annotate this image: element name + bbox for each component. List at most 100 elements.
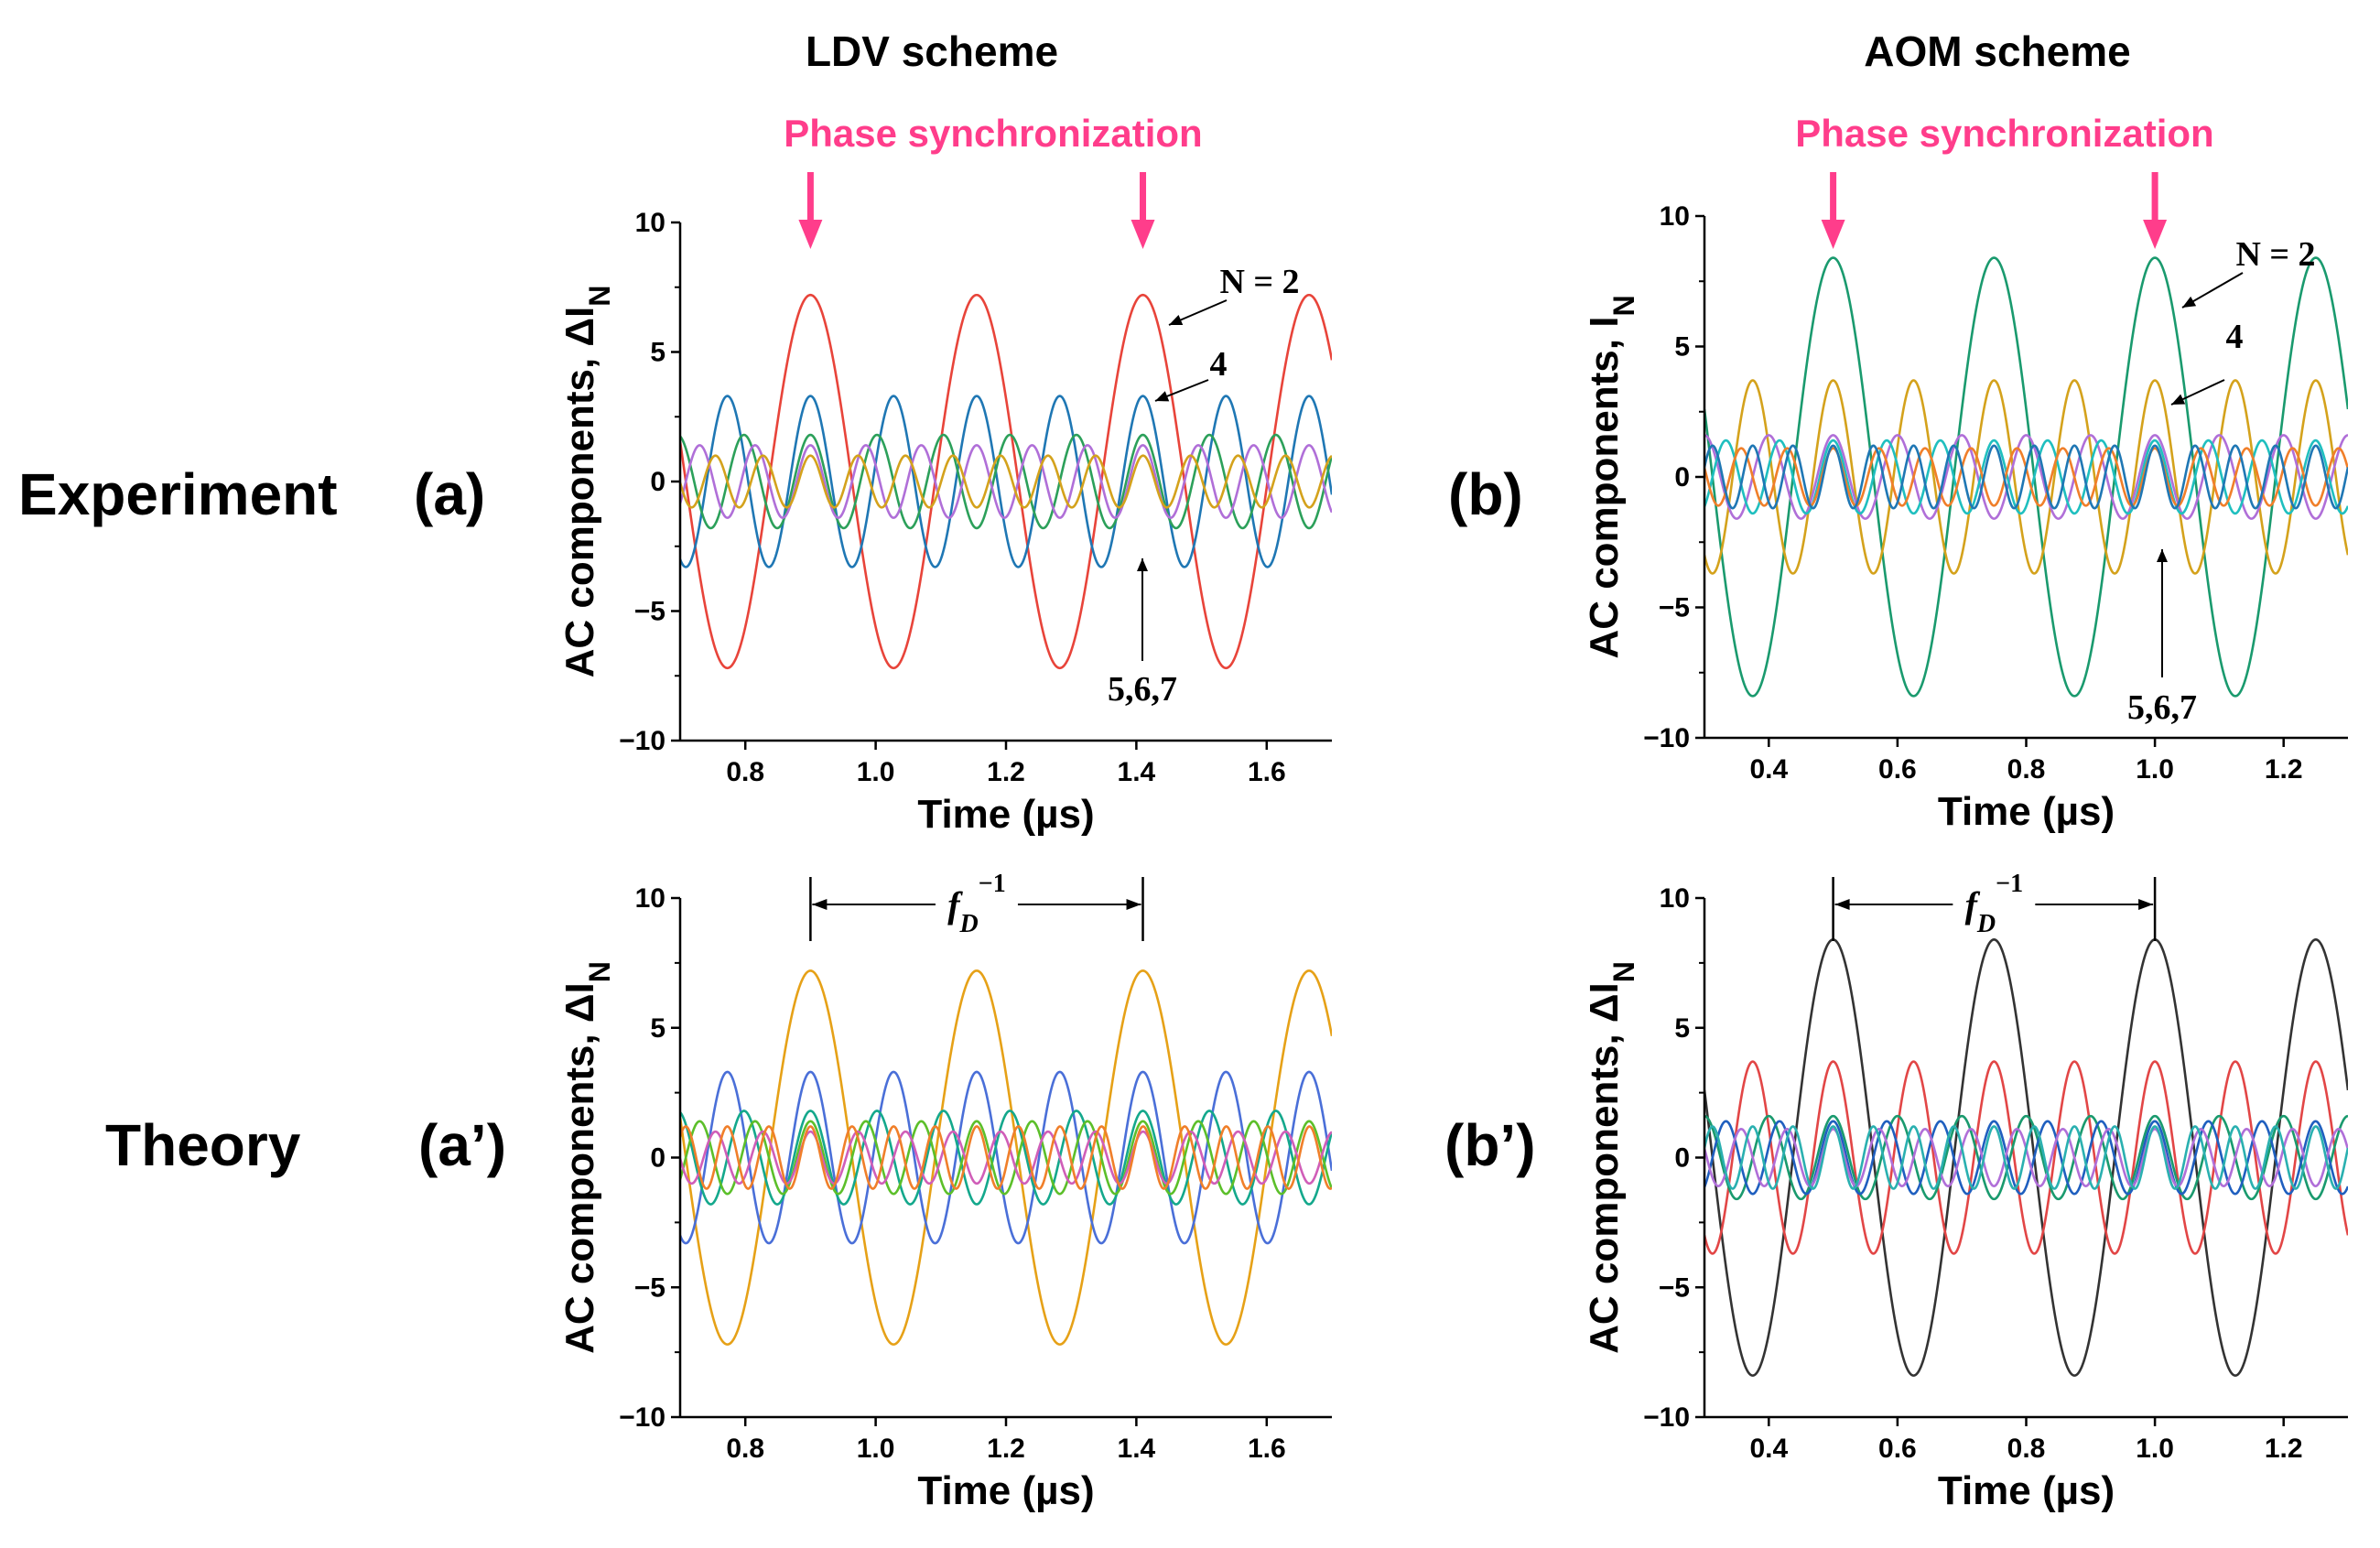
y-tick-label: 10 [635,883,665,914]
panel-tag-a: (a) [414,461,485,527]
series-line-1 [1704,256,2348,698]
y-tick-label: −5 [634,1272,665,1303]
y-axis-label: AC components, ΔIN [1582,961,1640,1354]
panel-a_prime: 10 5 0 −5 −10 0.8 1.0 1.2 1.4 1.6 Time (µs) AC comp… [557,870,1332,1513]
series-group [680,293,1332,670]
phase-sync-label-aom: Phase synchronization [1795,112,2213,155]
x-tick-label: 0.4 [1749,1434,1788,1464]
x-tick-label: 1.2 [987,757,1025,787]
phase-sync-arrow [2143,172,2168,249]
y-tick-label: 10 [1660,201,1690,232]
y-axis-label: AC components, ΔIN [557,286,616,678]
annotation-n567: 5,6,7 [2127,688,2197,727]
series-line-2 [680,1070,1332,1245]
series-line-4 [680,1120,1332,1196]
y-tick-label: −5 [1659,1272,1690,1303]
series-line-6 [680,1125,1332,1190]
annotation-arrow-n4 [2170,379,2225,406]
x-tick-label: 0.6 [1878,1434,1917,1464]
annotation-n2: N = 2 [1219,263,1299,301]
annotation-arrow-n567 [1137,558,1148,661]
series-line-4 [680,444,1332,519]
series-line-3 [1704,434,2348,520]
series-group [1704,256,2348,698]
x-tick-label: 1.6 [1248,757,1286,787]
panel-a: 10 5 0 −5 −10 0.8 1.0 1.2 1.4 1.6 Time (µs) AC comp… [557,172,1332,837]
series-line-5 [680,454,1332,509]
x-tick-label: 1.2 [2265,754,2303,785]
x-tick-label: 0.8 [2007,754,2046,785]
y-tick-label: 0 [1674,1143,1690,1174]
series-group [1704,938,2348,1377]
series-line-2 [1704,379,2348,575]
series-line-5 [1704,447,2348,507]
panel-tag-a-prime: (a’) [418,1112,506,1178]
row-label-theory: Theory [105,1112,301,1178]
y-tick-label: −10 [619,726,665,756]
annotation-arrow-n2 [2181,272,2244,309]
row-label-experiment: Experiment [18,461,338,527]
period-label: fD−1 [947,870,1006,938]
x-tick-label: 1.0 [2136,754,2174,785]
series-line-1 [1704,938,2348,1377]
x-tick-label: 0.8 [2007,1434,2046,1464]
y-tick-label: 0 [650,1143,665,1174]
series-line-1 [680,293,1332,670]
y-tick-label: −5 [1659,593,1690,623]
y-tick-label: 0 [1674,462,1690,493]
y-tick-label: 5 [1674,1013,1690,1044]
x-axis-label: Time (µs) [1938,789,2115,834]
x-tick-label: 1.0 [857,757,895,787]
phase-sync-label-ldv: Phase synchronization [784,112,1202,155]
series-line-2 [680,395,1332,568]
panel-tag-b: (b) [1448,461,1523,527]
y-axis-label: AC components, IN [1582,295,1640,658]
x-tick-label: 0.8 [726,1434,764,1464]
annotation-n4: 4 [1210,345,1228,384]
period-label: fD−1 [1965,870,2024,938]
series-line-1 [680,969,1332,1346]
x-axis-label: Time (µs) [1938,1468,2115,1513]
period-marker [1832,877,2157,941]
annotation-n2: N = 2 [2235,235,2315,274]
x-tick-label: 1.6 [1248,1434,1286,1464]
annotation-arrow-n2 [1168,299,1228,326]
series-line-6 [1704,444,2348,510]
series-line-3 [680,433,1332,530]
series-line-5 [1704,1127,2348,1188]
x-tick-label: 1.0 [857,1434,895,1464]
phase-sync-arrow [1130,172,1155,249]
y-tick-label: −10 [1643,723,1690,753]
x-tick-label: 0.6 [1878,754,1917,785]
y-axis-label: AC components, ΔIN [557,961,616,1354]
annotation-n4: 4 [2226,318,2244,356]
x-tick-label: 1.4 [1118,1434,1156,1464]
x-tick-label: 1.2 [987,1434,1025,1464]
y-tick-label: 10 [1660,883,1690,914]
x-tick-label: 0.4 [1749,754,1788,785]
y-tick-label: −10 [1643,1402,1690,1433]
panel-b: 10 5 0 −5 −10 0.4 0.6 0.8 1.0 1.2 Time (µs) AC comp… [1582,172,2348,834]
series-line-5 [680,1130,1332,1185]
panel-b_prime: 10 5 0 −5 −10 0.4 0.6 0.8 1.0 1.2 Time (µs) AC comp… [1582,870,2348,1513]
y-tick-label: 10 [635,208,665,238]
series-line-6 [1704,1125,2348,1190]
annotation-arrow-n4 [1154,379,1209,402]
x-axis-label: Time (µs) [917,1468,1094,1513]
phase-sync-arrow [798,172,823,249]
series-line-3 [680,1110,1332,1206]
phase-sync-arrow [1821,172,1845,249]
annotation-n567: 5,6,7 [1108,670,1177,709]
series-line-3 [1704,1114,2348,1201]
y-tick-label: 5 [650,338,665,368]
series-group [680,969,1332,1346]
y-tick-label: 0 [650,467,665,497]
x-tick-label: 0.8 [726,757,764,787]
aom-scheme-title: AOM scheme [1864,27,2130,75]
annotation-arrow-n567 [2157,549,2168,677]
ldv-scheme-title: LDV scheme [806,27,1058,75]
y-tick-label: 5 [1674,332,1690,363]
series-line-2 [1704,1060,2348,1255]
x-tick-label: 1.0 [2136,1434,2174,1464]
